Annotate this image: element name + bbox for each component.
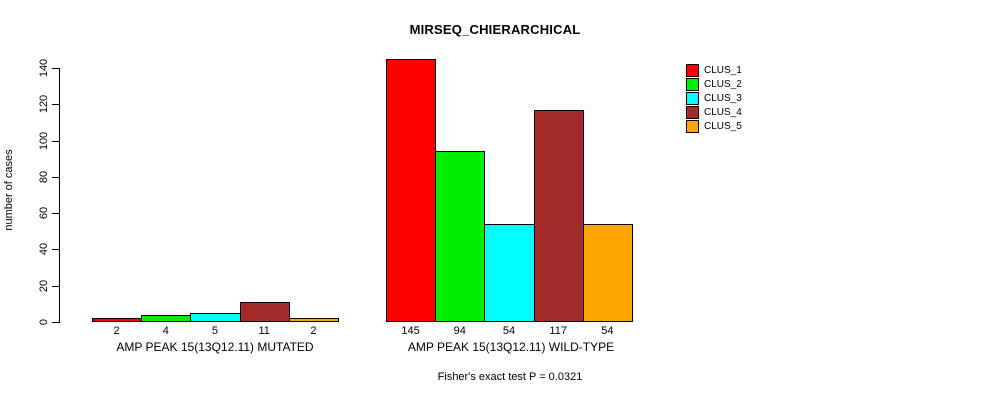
legend-item-label: CLUS_3 bbox=[704, 92, 742, 104]
legend-item-label: CLUS_1 bbox=[704, 64, 742, 76]
group-label-wild-type: AMP PEAK 15(13Q12.11) WILD-TYPE bbox=[407, 340, 615, 354]
y-axis-tick-label: 120 bbox=[38, 95, 50, 114]
y-axis-tick-label: 60 bbox=[38, 207, 50, 220]
chart-title: MIRSEQ_CHIERARCHICAL bbox=[409, 22, 581, 37]
y-axis-tick bbox=[52, 68, 59, 69]
legend: CLUS_1 CLUS_2 CLUS_3 CLUS_4 CLUS_5 bbox=[686, 63, 742, 133]
y-axis-tick bbox=[52, 322, 59, 323]
y-axis-tick-label: 0 bbox=[38, 318, 50, 326]
bar-clus_4-wild-type bbox=[533, 109, 584, 322]
bar-clus_2-mutated bbox=[141, 314, 192, 322]
y-axis-tick-label: 80 bbox=[38, 170, 50, 183]
legend-item-clus_1: CLUS_1 bbox=[686, 63, 742, 77]
bar-clus_2-wild-type bbox=[435, 151, 486, 322]
legend-color-swatch bbox=[686, 77, 699, 91]
bar-clus_4-mutated bbox=[239, 302, 290, 322]
y-axis-tick bbox=[52, 176, 59, 178]
group-label-mutated: AMP PEAK 15(13Q12.11) MUTATED bbox=[116, 340, 314, 354]
legend-color-swatch bbox=[686, 91, 699, 105]
y-axis-label: number of cases bbox=[3, 149, 15, 231]
legend-item-label: CLUS_4 bbox=[704, 106, 742, 118]
y-axis-tick bbox=[52, 249, 59, 251]
y-axis-tick bbox=[52, 213, 59, 215]
bar-clus_3-wild-type bbox=[484, 224, 535, 322]
bar-clus_1-mutated bbox=[92, 318, 143, 322]
legend-item-clus_4: CLUS_4 bbox=[686, 105, 742, 119]
bar-value-label: 2 bbox=[310, 325, 317, 337]
y-axis-tick bbox=[52, 104, 59, 106]
bar-value-label: 54 bbox=[502, 325, 516, 337]
legend-color-swatch bbox=[686, 119, 699, 133]
y-axis-tick-label: 20 bbox=[38, 279, 50, 292]
y-axis-tick-label: 140 bbox=[38, 58, 50, 78]
legend-item-label: CLUS_5 bbox=[704, 120, 742, 132]
legend-item-clus_5: CLUS_5 bbox=[686, 119, 742, 133]
bar-clus_1-wild-type bbox=[386, 58, 437, 322]
bar-value-label: 94 bbox=[453, 325, 466, 337]
y-axis-tick-label: 40 bbox=[38, 243, 50, 256]
y-axis-tick bbox=[52, 140, 59, 142]
y-axis-tick bbox=[52, 285, 59, 287]
legend-item-clus_2: CLUS_2 bbox=[686, 77, 742, 91]
bar-value-label: 5 bbox=[211, 325, 219, 337]
bar-clus_5-mutated bbox=[288, 318, 339, 322]
bar-value-label: 2 bbox=[113, 325, 120, 337]
legend-color-swatch bbox=[686, 63, 699, 77]
bar-value-label: 145 bbox=[401, 325, 420, 337]
fisher-test-annotation: Fisher's exact test P = 0.0321 bbox=[437, 371, 583, 383]
bar-value-label: 4 bbox=[162, 325, 169, 337]
legend-item-label: CLUS_2 bbox=[704, 78, 742, 90]
y-axis-tick-label: 100 bbox=[38, 131, 50, 150]
legend-color-swatch bbox=[686, 105, 699, 119]
y-axis-line bbox=[59, 68, 60, 323]
bar-clus_3-mutated bbox=[190, 312, 241, 322]
bar-value-label: 117 bbox=[549, 325, 567, 337]
bar-value-label: 54 bbox=[601, 325, 614, 337]
bar-value-label: 11 bbox=[258, 325, 270, 337]
bar-clus_5-wild-type bbox=[582, 224, 633, 322]
legend-item-clus_3: CLUS_3 bbox=[686, 91, 742, 105]
